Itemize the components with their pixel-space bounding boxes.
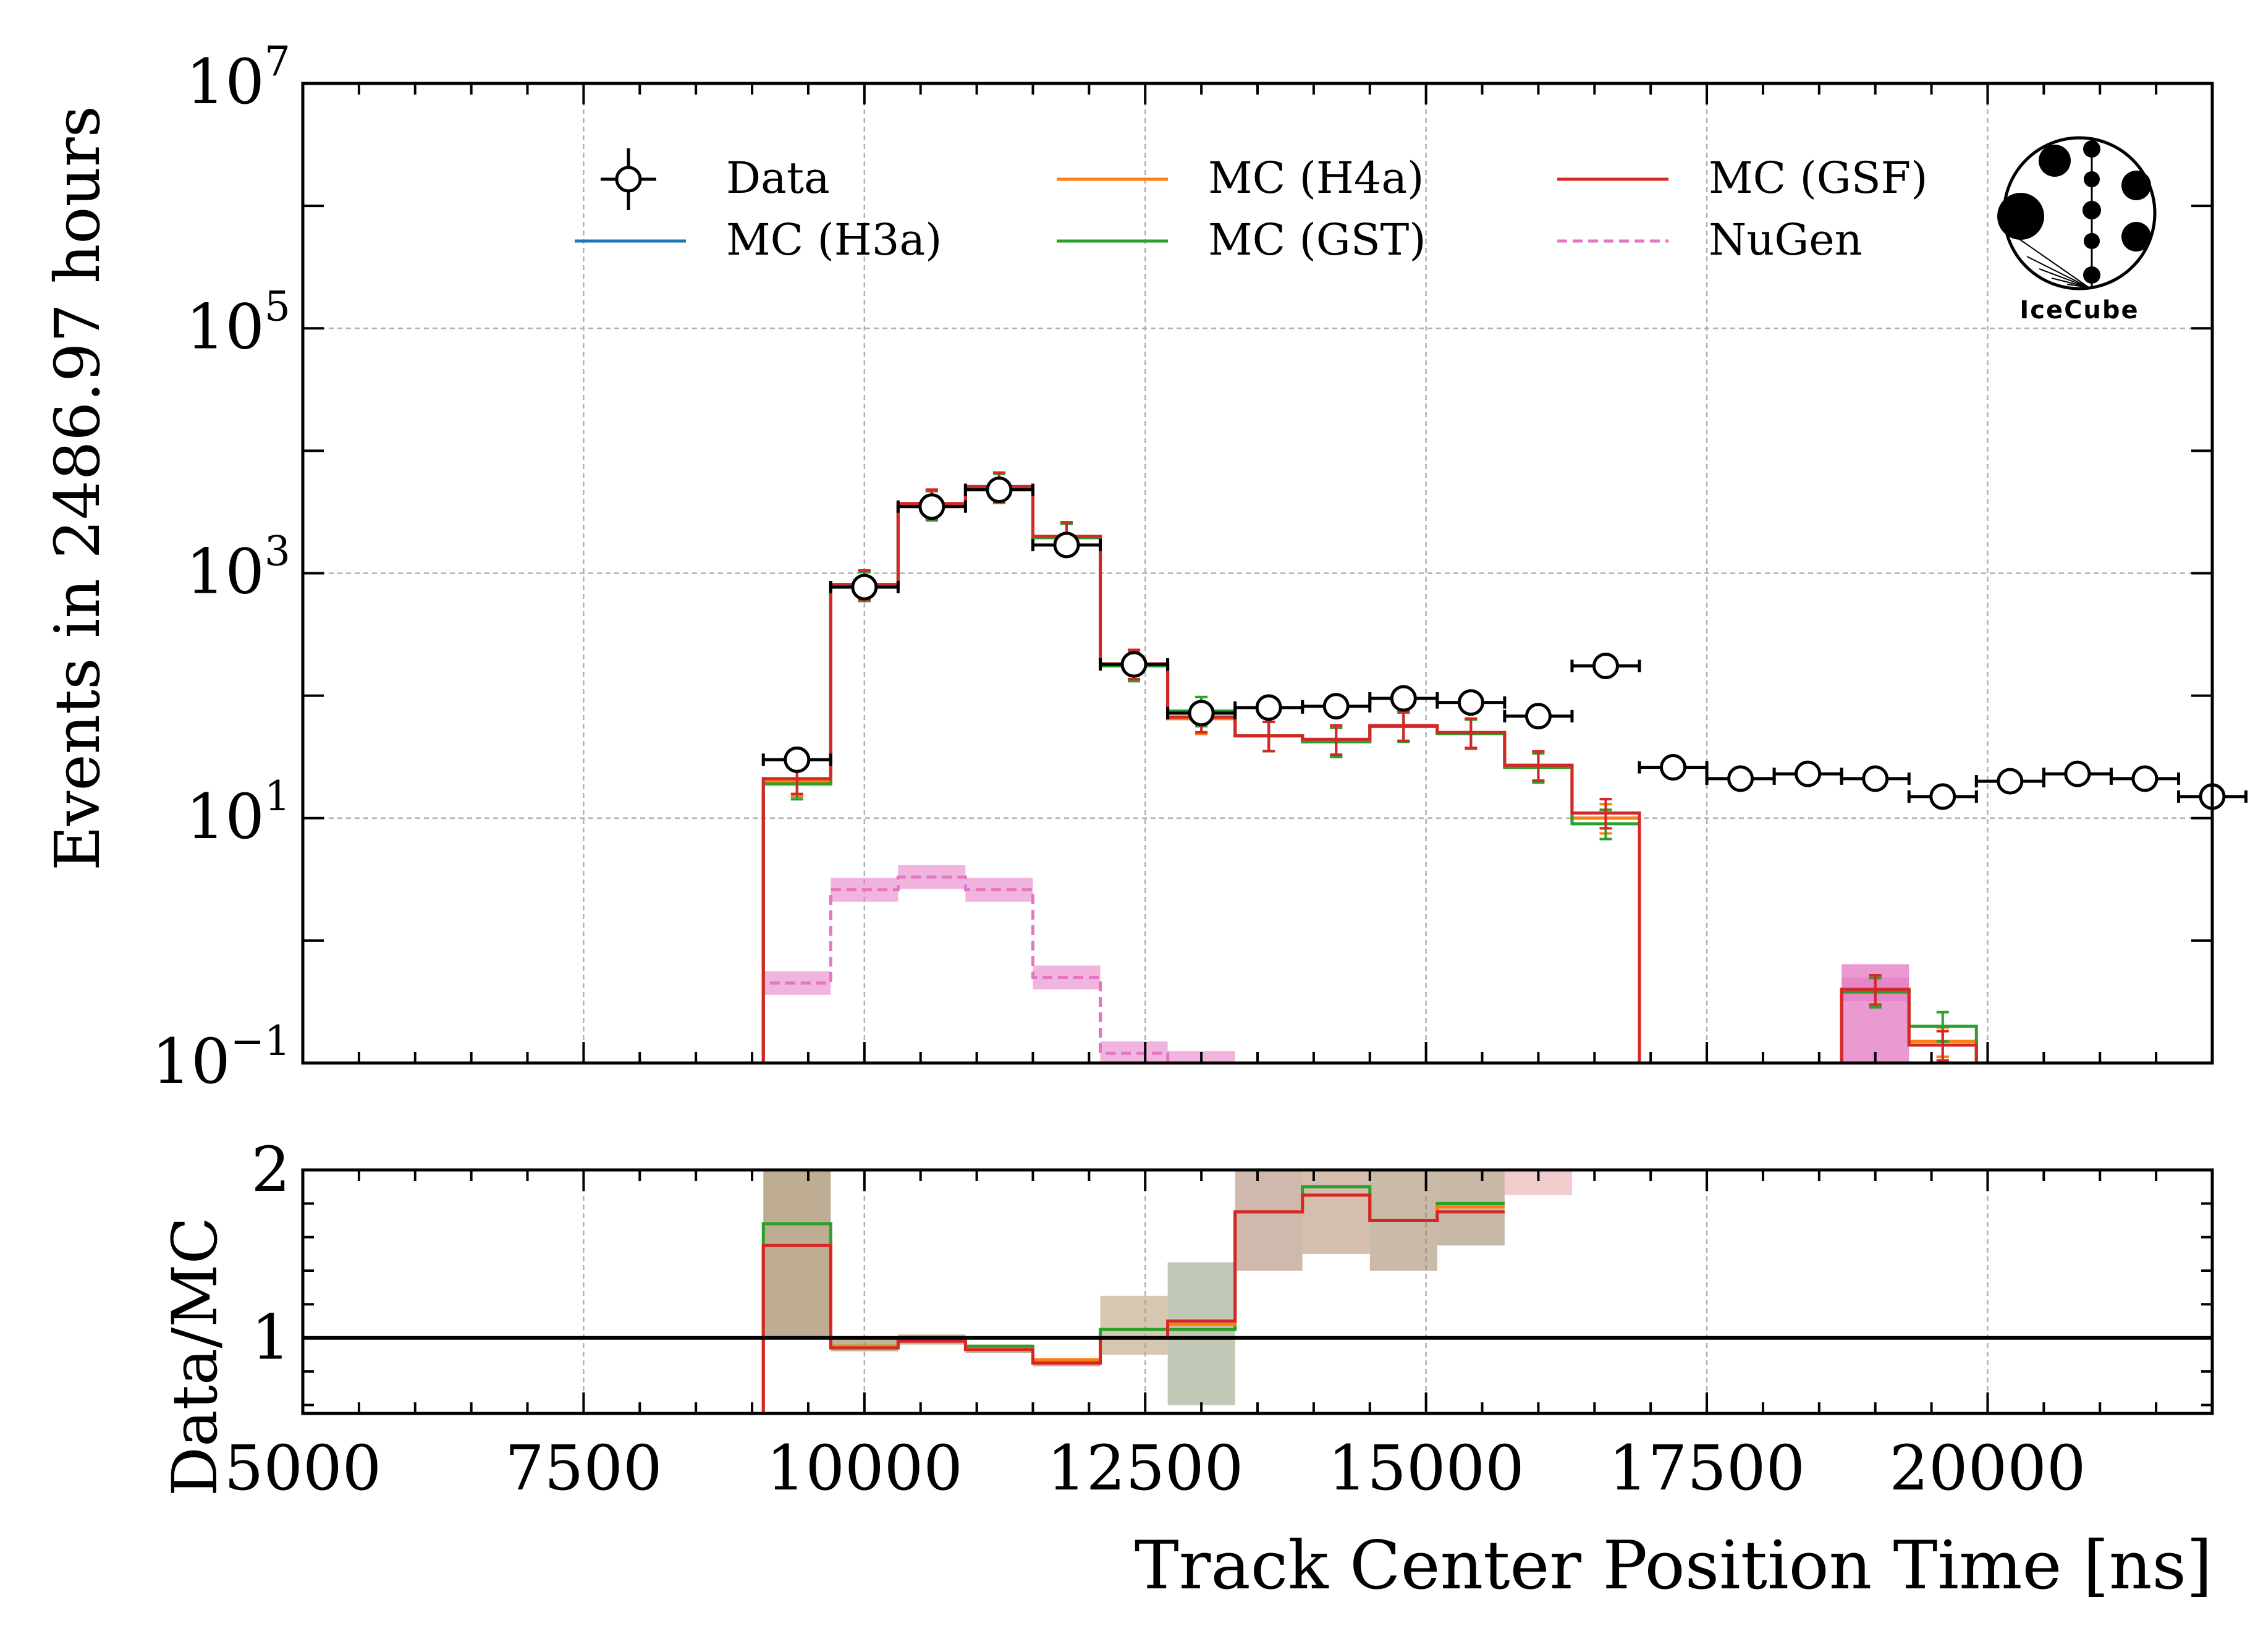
data-series [761, 477, 2248, 810]
x-tick-label: 15000 [1328, 1432, 1524, 1504]
axes: 5000 7500 10000 12500 15000 17500 20000 10−1 101… [151, 38, 2214, 1504]
data-point [1929, 783, 1956, 810]
data-point [1862, 765, 1889, 792]
legend-marker [615, 166, 642, 193]
ratio-uncertainty-band [1100, 1295, 1168, 1355]
data-point [1592, 652, 1619, 679]
data-point [1457, 689, 1484, 716]
data-point [918, 493, 945, 520]
ratio-y-axis-label: Data/MC [159, 1217, 231, 1496]
legend-label: MC (H3a) [726, 214, 942, 265]
legend-label: MC (GSF) [1709, 153, 1928, 203]
legend-item: Data [601, 148, 830, 210]
data-point [851, 574, 878, 601]
ratio-series [761, 1170, 1572, 1413]
icecube-logo: IceCube [1997, 136, 2157, 324]
data-point [1255, 694, 1282, 721]
data-point [2064, 760, 2091, 787]
mc-line [761, 486, 1641, 1063]
ratio-uncertainty-band [763, 1170, 831, 1338]
x-axis-label: Track Center Position Time [ns] [1135, 1527, 2212, 1604]
logo-text: IceCube [2019, 296, 2139, 324]
ratio-tick-label: 2 [251, 1133, 290, 1206]
x-tick-label: 5000 [224, 1432, 382, 1504]
legend: Data MC (H3a) MC (H4a) MC (GST) MC (GSF) NuGe… [575, 148, 1928, 265]
ratio-tick-label: 1 [251, 1302, 290, 1374]
data-point [1322, 693, 1350, 720]
data-point [1727, 765, 1754, 792]
y-tick-label: 105 [186, 282, 290, 363]
x-tick-label: 10000 [766, 1432, 963, 1504]
y-tick-label: 10−1 [151, 1017, 290, 1098]
data-point [1120, 651, 1148, 678]
y-tick-label: 101 [186, 773, 290, 853]
data-point [1524, 703, 1552, 730]
nugen-series [761, 865, 1909, 1063]
legend-label: NuGen [1709, 214, 1863, 265]
legend-item: MC (H3a) [575, 214, 942, 265]
ratio-grid [302, 1170, 1989, 1413]
data-point [1390, 685, 1417, 712]
data-point [1188, 700, 1215, 727]
legend-item: MC (H4a) [1057, 153, 1424, 203]
data-point [784, 746, 811, 773]
data-point [1997, 768, 2024, 795]
data-point [1795, 760, 1822, 787]
ratio-uncertainty-band [1167, 1262, 1235, 1405]
legend-item: MC (GSF) [1557, 153, 1928, 203]
ratio-uncertainty-band [1302, 1170, 1370, 1254]
legend-item: NuGen [1557, 214, 1863, 265]
x-tick-label: 7500 [505, 1432, 662, 1504]
y-axis-label: Events in 2486.97 hours [41, 106, 114, 871]
x-tick-label: 20000 [1889, 1432, 2086, 1504]
data-point [1660, 754, 1687, 781]
nugen-line [761, 875, 1235, 1063]
data-point [2131, 765, 2159, 792]
y-tick-label: 103 [186, 528, 290, 608]
x-tick-label: 17500 [1609, 1432, 1805, 1504]
legend-label: MC (GST) [1208, 214, 1426, 265]
x-tick-label: 12500 [1047, 1432, 1243, 1504]
legend-label: MC (H4a) [1208, 153, 1424, 203]
ratio-uncertainty-band [1235, 1170, 1303, 1271]
data-point [1053, 532, 1080, 559]
legend-label: Data [726, 153, 830, 203]
data-point [986, 477, 1013, 504]
mc-line [1840, 988, 1978, 1063]
mc-series [761, 471, 1978, 1063]
legend-item: MC (GST) [1057, 214, 1426, 265]
y-tick-label: 107 [186, 38, 290, 118]
